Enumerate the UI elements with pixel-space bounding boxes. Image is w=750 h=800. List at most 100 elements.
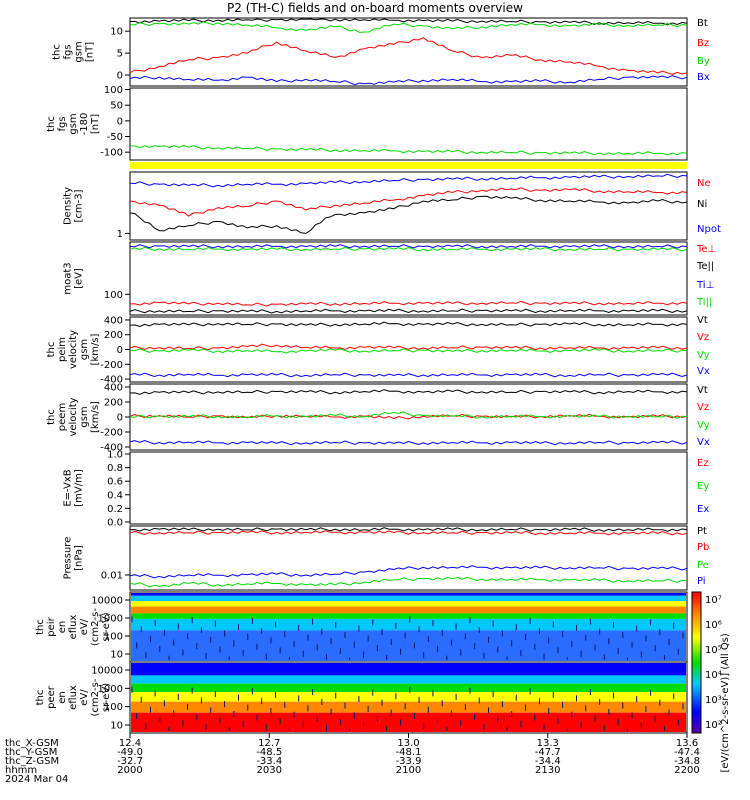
spectrogram-band — [131, 630, 686, 661]
x-tick-label: -32.7 — [117, 756, 143, 767]
legend-Ti⊥: Ti⊥ — [696, 280, 714, 291]
x-tick-label: -33.4 — [256, 756, 282, 767]
y-label-line: gsm — [68, 113, 79, 134]
y-tick-label: 0.6 — [107, 477, 123, 488]
colorbar-label: [eV/(cm^2-s-sr-eV)] (All Qs) — [720, 633, 731, 772]
y-label-line: eflux — [68, 615, 79, 640]
y-tick-label: 100 — [104, 290, 123, 301]
y-axis-label: thc fgs gsm -180 [nT] — [46, 113, 101, 136]
legend-Te⊥: Te⊥ — [696, 244, 716, 255]
y-tick-label: 0.01 — [101, 571, 123, 582]
series-line-Pi — [129, 565, 688, 579]
y-label-line: sr-eV) — [101, 612, 112, 641]
colorbar-tick-label: 10⁷ — [705, 595, 722, 606]
x-tick-label: -34.4 — [535, 756, 561, 767]
y-label-line: peim — [57, 337, 68, 362]
panel-fgs_gsm_zoom: thc fgs gsm -180 [nT] 100 50 0 -50 -100 — [46, 85, 688, 161]
y-label-line: velocity — [68, 397, 79, 436]
x-row-label: thc_X-GSM — [5, 738, 59, 749]
legend-Vx: Vx — [697, 366, 710, 377]
y-tick-label: 1000 — [98, 684, 123, 695]
series-line-Bt — [129, 18, 688, 26]
x-tick-label: 2200 — [674, 765, 699, 776]
legend-Bt: Bt — [697, 18, 708, 29]
y-axis-label: Density [cm-3] — [63, 187, 85, 225]
legend-Pb: Pb — [697, 542, 709, 553]
x-tick-label: 2130 — [535, 765, 560, 776]
y-tick-label: 400 — [104, 315, 123, 326]
series-line-Bx — [129, 75, 688, 86]
panel-frame — [129, 87, 688, 161]
series-line-Npot — [129, 173, 688, 188]
series-line-Pb — [129, 530, 688, 536]
x-tick-label: 13.3 — [537, 738, 559, 749]
series-line-Pt — [129, 527, 688, 532]
x-row-label: hhmm — [5, 765, 37, 776]
colorbar — [691, 591, 702, 734]
y-label-line: (cm2-s- — [90, 608, 101, 646]
y-label-line: thc — [35, 619, 46, 635]
y-label-line: Density — [63, 187, 74, 225]
y-label-line: Pressure — [63, 537, 74, 580]
y-label-line: thc — [46, 116, 57, 132]
y-tick-label: 10 — [110, 650, 123, 661]
y-tick-label: 0.4 — [107, 490, 123, 501]
legend-Vt: Vt — [697, 315, 708, 326]
y-label-line: peem — [57, 403, 68, 431]
panel-frame — [129, 171, 688, 241]
spectrogram-band — [131, 606, 686, 614]
x-tick-label: -47.7 — [535, 747, 561, 758]
legend-Vt: Vt — [697, 385, 708, 396]
panel-efield: E=-VxB [mV/m] 1.0 0.8 0.6 0.4 0.2 0.0 Ez Ey Ex — [63, 450, 710, 529]
series-line-Vt — [129, 321, 688, 328]
y-tick-label: 0 — [117, 71, 123, 82]
x-row-label: thc_Y-GSM — [5, 747, 57, 758]
y-label-line: [cm-3] — [74, 189, 85, 222]
y-tick-label: 1 — [117, 229, 123, 240]
legend-Pi: Pi — [697, 576, 706, 587]
y-label-line: moat3 — [63, 262, 74, 294]
panel-temperature: moat3 [eV] 100 Te⊥ Te|| Ti⊥ Ti|| — [63, 241, 716, 316]
series-line-Vz — [129, 343, 688, 351]
y-label-line: [nPa] — [74, 545, 85, 571]
y-label-line: gsm — [79, 406, 90, 427]
spectrogram-band — [131, 701, 686, 713]
y-label-line: thc — [52, 44, 63, 60]
y-label-line: [nT] — [90, 114, 101, 134]
y-tick-label: 1000 — [98, 614, 123, 625]
spectrogram-band — [131, 593, 686, 596]
colorbar-tick-label: 10² — [705, 720, 722, 731]
y-tick-label: 5 — [117, 49, 123, 60]
spectrogram-band — [131, 613, 686, 619]
y-tick-label: -400 — [100, 375, 123, 386]
y-tick-label: 10000 — [91, 666, 123, 677]
status-bar — [130, 162, 687, 169]
legend-Npot: Npot — [697, 224, 721, 235]
y-label-line: gsm — [79, 339, 90, 360]
panel-fgs_gsm: thc fgs gsm [nT] 10 5 0 Bt Bz By Bx — [52, 17, 710, 87]
y-tick-label: 100 — [104, 632, 123, 643]
y-label-line: [mV/m] — [74, 469, 85, 507]
spectrogram-band — [131, 712, 686, 732]
y-axis-label: Pressure [nPa] — [63, 537, 85, 580]
y-axis-label: thc peer en eflux eV/(cm2-s-sr-eV) — [35, 678, 112, 716]
y-axis-label: thc peim velocity gsm [km/s] — [46, 330, 101, 369]
y-label-line: sr-eV) — [101, 683, 112, 712]
y-tick-label: 1.0 — [107, 450, 123, 461]
series-line-Ti⊥ — [129, 244, 688, 249]
y-label-line: en — [57, 691, 68, 704]
spectrogram-band — [131, 595, 686, 602]
series-line-Te⊥ — [129, 300, 688, 307]
y-tick-label: 100 — [104, 85, 123, 96]
y-tick-label: 10 — [110, 721, 123, 732]
x-tick-label: 12.7 — [258, 738, 280, 749]
y-tick-label: 200 — [104, 398, 123, 409]
legend-Ti||: Ti|| — [696, 297, 712, 308]
series-line-Ne — [129, 187, 688, 217]
y-tick-label: 0.0 — [107, 517, 123, 528]
y-axis-label: thc fgs gsm [nT] — [52, 41, 96, 62]
y-label-line: velocity — [68, 330, 79, 369]
y-label-line: peer — [46, 685, 57, 709]
x-tick-label: 13.6 — [676, 738, 698, 749]
series-line-Vz — [129, 413, 688, 420]
